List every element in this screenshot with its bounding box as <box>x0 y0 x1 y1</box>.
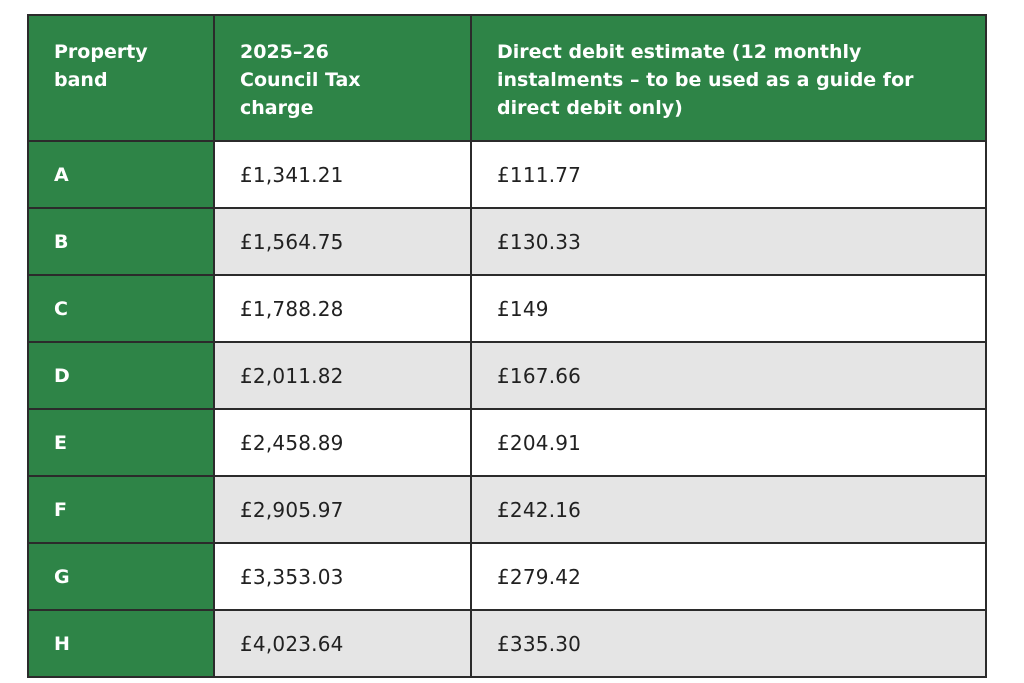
band-cell: D <box>27 341 215 410</box>
charge-cell: £1,788.28 <box>213 274 472 343</box>
table-row-band-f: F £2,905.97 £242.16 <box>27 475 987 544</box>
table-row-band-b: B £1,564.75 £130.33 <box>27 207 987 276</box>
charge-cell: £2,011.82 <box>213 341 472 410</box>
charge-cell: £2,458.89 <box>213 408 472 477</box>
direct-debit-cell: £167.66 <box>470 341 987 410</box>
direct-debit-cell: £242.16 <box>470 475 987 544</box>
table-row-band-g: G £3,353.03 £279.42 <box>27 542 987 611</box>
table-row-band-a: A £1,341.21 £111.77 <box>27 140 987 209</box>
charge-cell: £2,905.97 <box>213 475 472 544</box>
table-header-row: Property band 2025–26 Council Tax charge… <box>27 14 987 142</box>
table-row-band-h: H £4,023.64 £335.30 <box>27 609 987 678</box>
direct-debit-cell: £279.42 <box>470 542 987 611</box>
charge-cell: £4,023.64 <box>213 609 472 678</box>
band-cell: A <box>27 140 215 209</box>
direct-debit-cell: £204.91 <box>470 408 987 477</box>
header-council-tax-charge: 2025–26 Council Tax charge <box>213 14 472 142</box>
direct-debit-cell: £130.33 <box>470 207 987 276</box>
charge-cell: £1,341.21 <box>213 140 472 209</box>
direct-debit-cell: £111.77 <box>470 140 987 209</box>
council-tax-table-container: Property band 2025–26 Council Tax charge… <box>27 14 987 678</box>
band-cell: B <box>27 207 215 276</box>
band-cell: H <box>27 609 215 678</box>
direct-debit-cell: £335.30 <box>470 609 987 678</box>
charge-cell: £1,564.75 <box>213 207 472 276</box>
header-direct-debit-estimate: Direct debit estimate (12 monthly instal… <box>470 14 987 142</box>
band-cell: F <box>27 475 215 544</box>
council-tax-table: Property band 2025–26 Council Tax charge… <box>27 14 987 678</box>
band-cell: G <box>27 542 215 611</box>
band-cell: C <box>27 274 215 343</box>
charge-cell: £3,353.03 <box>213 542 472 611</box>
table-row-band-e: E £2,458.89 £204.91 <box>27 408 987 477</box>
header-property-band: Property band <box>27 14 215 142</box>
band-cell: E <box>27 408 215 477</box>
direct-debit-cell: £149 <box>470 274 987 343</box>
table-row-band-d: D £2,011.82 £167.66 <box>27 341 987 410</box>
table-row-band-c: C £1,788.28 £149 <box>27 274 987 343</box>
